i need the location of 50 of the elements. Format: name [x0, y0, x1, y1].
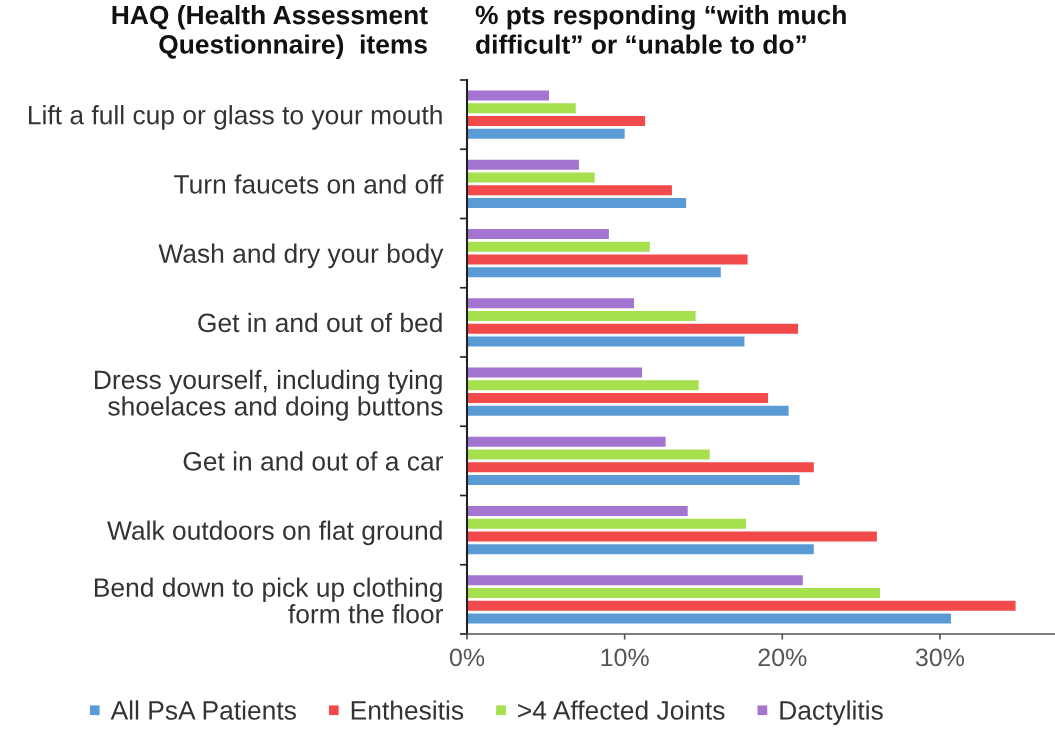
bar: [467, 172, 595, 183]
bar: [467, 367, 642, 378]
bar: [467, 159, 579, 170]
legend-label: Enthesitis: [351, 700, 464, 720]
x-tick-label: 0%: [449, 648, 485, 667]
bar: [467, 405, 789, 416]
bar: [467, 115, 646, 127]
bar: [467, 436, 666, 447]
y-tick-label: Turn faucets on and off: [174, 174, 444, 194]
x-tick-label: 20%: [758, 648, 807, 667]
bar: [467, 310, 696, 322]
y-axis-title: HAQ (Health Assessment Questionnaire) items: [112, 5, 428, 59]
bar: [467, 228, 609, 240]
bar: [467, 267, 721, 278]
y-tick-label: Lift a full cup or glass to your mouth: [29, 105, 442, 130]
bar: [467, 505, 688, 517]
x-tick-label: 10%: [601, 648, 649, 667]
legend-label: >4 Affected Joints: [518, 700, 725, 720]
legend-label: Dactylitis: [780, 700, 883, 725]
chart-title: % pts responding “with much difficult” or “unable to do”: [475, 5, 846, 54]
bar: [467, 474, 800, 486]
bar: [467, 323, 799, 334]
bar: [467, 103, 576, 114]
bar: [467, 392, 769, 404]
bar: [467, 298, 635, 309]
y-tick-label: Wash and dry your body: [158, 243, 444, 269]
bar: [467, 241, 650, 252]
bar: [467, 518, 747, 529]
bar: [467, 90, 549, 101]
bar: [467, 197, 687, 209]
bar: [467, 613, 951, 624]
y-tick-label: Get in and out of bed: [198, 312, 442, 333]
legend-label: All PsA Patients: [110, 700, 296, 720]
y-tick-label: Get in and out of a car: [183, 451, 443, 471]
bar: [467, 336, 745, 347]
bar: [467, 380, 699, 391]
x-tick-label: 30%: [915, 648, 965, 667]
y-tick-label: Dress yourself, including tying shoelaces and doing buttons: [95, 369, 443, 421]
bar: [467, 544, 814, 555]
bar: [467, 531, 877, 542]
y-tick-label: Walk outdoors on flat ground: [107, 520, 442, 546]
bar: [467, 600, 1016, 611]
bar: [467, 128, 625, 139]
bar: [467, 254, 748, 265]
bar: [467, 575, 803, 586]
bar: [467, 587, 881, 599]
y-tick-label: Bend down to pick up clothing form the floor: [94, 577, 443, 624]
bar: [467, 449, 710, 460]
bar: [467, 185, 672, 196]
bar: [467, 462, 814, 473]
